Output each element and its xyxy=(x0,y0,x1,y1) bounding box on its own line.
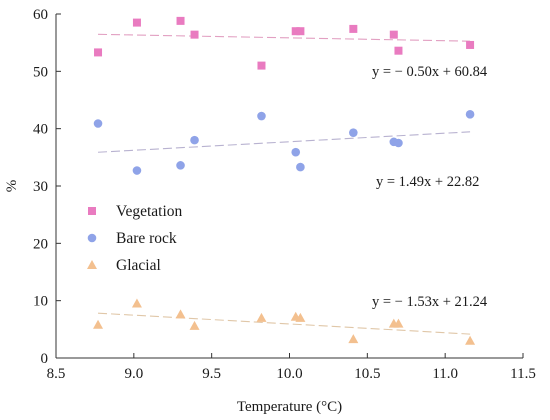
y-tick-label: 60 xyxy=(33,7,48,23)
x-tick-label: 9.5 xyxy=(202,366,221,382)
x-tick-label: 10.5 xyxy=(354,366,380,382)
legend-marker-bare-rock xyxy=(87,233,97,243)
trendline-glacial xyxy=(97,312,471,335)
x-tick-label: 11.0 xyxy=(432,366,458,382)
bare-rock-point xyxy=(465,110,475,119)
glacial-point xyxy=(393,318,404,328)
vegetation-point xyxy=(291,27,300,36)
legend-label: Bare rock xyxy=(116,230,177,247)
y-tick-label: 50 xyxy=(33,64,48,80)
bare-rock-point xyxy=(132,166,142,175)
glacial-point xyxy=(93,319,104,329)
vegetation-point xyxy=(176,16,185,25)
vegetation-point xyxy=(132,18,141,27)
x-axis-ticks: 8.5 9.0 9.5 10.0 10.5 11.0 11.5 xyxy=(47,353,536,382)
vegetation-point xyxy=(94,48,103,57)
glacial-point xyxy=(189,320,200,330)
legend-marker-glacial xyxy=(87,260,97,269)
trendlines xyxy=(97,33,471,335)
y-tick-label: 10 xyxy=(33,294,48,310)
bare-rock-point xyxy=(394,138,403,148)
y-tick-label: 40 xyxy=(33,122,48,138)
glacial-point xyxy=(175,309,186,319)
vegetation-point xyxy=(296,27,305,36)
bare-rock-point xyxy=(176,161,185,170)
data-points xyxy=(93,16,476,345)
axes: 8.5 9.0 9.5 10.0 10.5 11.0 11.5 0 10 20 30 40 50 60 xyxy=(33,7,536,382)
bare-rock-point xyxy=(93,119,103,128)
y-axis-ticks: 0 10 20 30 40 50 60 xyxy=(33,7,61,367)
vegetation-point xyxy=(466,40,475,49)
bare-rock-point xyxy=(257,111,266,121)
vegetation-point xyxy=(257,61,266,70)
vegetation-point xyxy=(394,46,403,55)
bare-rock-point xyxy=(349,128,358,137)
vegetation-point xyxy=(190,30,199,39)
trend-equations: y = − 0.50x + 60.84 y = 1.49x + 22.82 y = … xyxy=(372,64,488,310)
legend-marker-vegetation xyxy=(88,207,96,215)
bare-rock-point xyxy=(291,147,301,157)
x-tick-label: 11.5 xyxy=(510,366,536,382)
x-axis-title: Temperature (°C) xyxy=(237,399,342,415)
vegetation-point xyxy=(349,24,358,33)
bare-rock-point xyxy=(190,135,199,145)
y-tick-label: 0 xyxy=(41,351,49,367)
legend-label: Vegetation xyxy=(116,203,183,220)
trendline-bare-rock xyxy=(97,131,471,153)
glacial-point xyxy=(295,312,306,322)
y-axis-title: % xyxy=(4,180,20,193)
trend-equation: y = 1.49x + 22.82 xyxy=(376,174,479,190)
x-tick-label: 9.0 xyxy=(124,366,143,382)
legend-label: Glacial xyxy=(116,257,161,274)
trend-equation: y = − 1.53x + 21.24 xyxy=(372,294,488,310)
glacial-point xyxy=(131,298,142,308)
x-tick-label: 8.5 xyxy=(47,366,66,382)
x-tick-label: 10.0 xyxy=(276,366,302,382)
glacial-point xyxy=(465,335,476,345)
glacial-point xyxy=(348,334,359,344)
trendline-vegetation xyxy=(98,33,471,42)
trend-equation: y = − 0.50x + 60.84 xyxy=(372,64,488,80)
legend: Vegetation Bare rock Glacial xyxy=(87,203,183,274)
vegetation-point xyxy=(389,30,398,39)
glacial-point xyxy=(256,312,267,322)
y-tick-label: 30 xyxy=(33,179,48,195)
bare-rock-point xyxy=(296,162,305,172)
y-tick-label: 20 xyxy=(33,236,48,252)
